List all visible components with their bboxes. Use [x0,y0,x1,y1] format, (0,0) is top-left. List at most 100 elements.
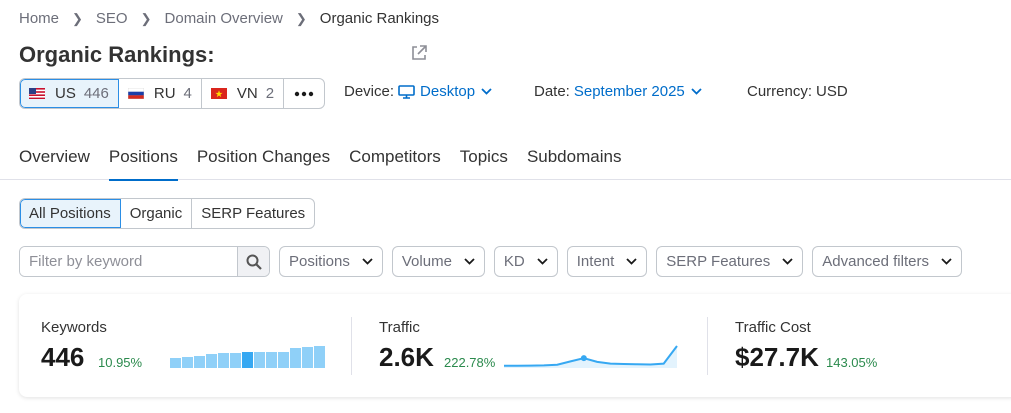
database-code: US [55,85,76,102]
chevron-down-icon [362,258,373,265]
kd-filter[interactable]: KD [493,246,558,277]
chevron-right-icon: ❯ [72,10,83,26]
keyword-search [19,246,270,277]
kpi-value: $27.7K [735,342,819,372]
date-label: Date: [534,83,570,100]
kpi-label: Keywords [41,319,107,336]
breadcrumb-domain-overview[interactable]: Domain Overview [164,10,283,27]
kpi-delta: 10.95% [98,355,143,370]
keywords-trend-bar [266,352,277,368]
summary-card: Keywords 446 10.95% Traffic 2.6K 222.78%… [19,294,1011,397]
us-flag-icon [29,88,45,99]
keywords-trend-bar [182,357,193,368]
keywords-trend-bars [170,346,326,368]
keyword-filter-input[interactable] [20,247,237,276]
currency-info: Currency: USD [747,83,848,100]
tab-positions[interactable]: Positions [108,140,178,181]
traffic-trend-point [580,355,587,362]
chevron-down-icon [782,258,793,265]
device-dropdown[interactable]: Desktop [398,83,492,100]
currency-value: USD [816,83,848,100]
serp-features-button[interactable]: SERP Features [201,205,306,222]
kpi-value: 446 [41,342,85,372]
kpi-delta: 143.05% [826,355,878,370]
kpi-label: Traffic [379,319,420,336]
breadcrumb-current: Organic Rankings [319,10,440,27]
serp-features-filter[interactable]: SERP Features [656,246,804,277]
positions-filter[interactable]: Positions [279,246,383,277]
chevron-down-icon [537,258,548,265]
keywords-trend-bar [278,352,289,368]
filter-label: Positions [289,253,350,270]
database-ru[interactable]: RU 4 [119,79,202,108]
tab-competitors[interactable]: Competitors [349,147,441,166]
database-code: VN [236,85,258,102]
filter-label: KD [503,253,525,270]
database-vn[interactable]: VN 2 [202,79,285,108]
keywords-trend-bar [242,352,253,368]
keywords-trend-bar [254,352,265,368]
date-value: September 2025 [573,83,685,100]
tab-subdomains[interactable]: Subdomains [526,147,622,166]
chevron-down-icon [941,258,952,265]
filter-label: Volume [401,253,452,270]
advanced-filters[interactable]: Advanced filters [812,246,962,277]
intent-filter[interactable]: Intent [566,246,648,277]
chevron-down-icon [481,88,492,95]
kpi-delta: 222.78% [444,355,496,370]
search-button[interactable] [237,247,269,276]
traffic-trend-sparkline [504,345,678,368]
kpi-value: 2.6K [379,342,434,372]
organic-button[interactable]: Organic [121,199,193,228]
device-label: Device: [344,83,395,100]
chevron-right-icon: ❯ [295,10,307,26]
keywords-trend-bar [230,353,241,368]
more-dots-icon [294,91,314,96]
ru-flag-icon [127,88,144,99]
divider [351,317,352,375]
vn-flag-icon [210,88,227,99]
filter-label: Advanced filters [822,253,929,270]
database-code: RU [153,85,176,102]
date-dropdown[interactable]: September 2025 [574,83,702,100]
device-selector: Device: Desktop [344,83,492,100]
keywords-trend-bar [194,356,205,368]
chevron-down-icon [626,258,637,265]
keywords-trend-bar [170,358,181,368]
keywords-trend-bar [290,348,301,368]
divider [707,317,708,375]
chevron-right-icon: ❯ [140,10,152,26]
breadcrumb-home[interactable]: Home [19,10,60,27]
breadcrumb: Home ❯ SEO ❯ Domain Overview ❯ Organic R… [19,10,439,27]
currency-label: Currency: [747,83,813,100]
tab-overview[interactable]: Overview [19,147,90,166]
filter-label: SERP Features [666,253,771,270]
database-count: 2 [265,85,275,102]
database-count: 446 [83,85,109,102]
all-positions-button[interactable]: All Positions [20,199,121,228]
filter-bar: Positions Volume KD Intent SERP Features… [19,246,962,277]
tab-position-changes[interactable]: Position Changes [196,147,331,166]
device-value: Desktop [420,83,476,100]
filter-label: Intent [576,253,615,270]
kpi-label: Traffic Cost [735,319,811,336]
chevron-down-icon [691,88,702,95]
external-link-icon[interactable] [410,44,428,62]
keywords-trend-bar [302,347,313,368]
keywords-trend-bar [314,346,325,368]
position-type-toggle: All Positions Organic SERP Features [19,198,316,229]
report-tabs: Overview Positions Position Changes Comp… [0,140,1011,181]
more-databases-button[interactable] [284,79,324,108]
database-selector: US 446 RU 4 VN 2 [19,78,326,109]
date-selector: Date: September 2025 [534,83,702,100]
page-title: Organic Rankings: [19,42,215,67]
database-count: 4 [183,85,192,102]
volume-filter[interactable]: Volume [391,246,485,277]
keywords-trend-bar [206,354,217,368]
traffic-trend-line [504,345,678,367]
breadcrumb-seo[interactable]: SEO [95,10,128,27]
database-us[interactable]: US 446 [20,79,119,108]
tab-topics[interactable]: Topics [459,147,508,166]
keywords-trend-bar [218,353,229,368]
chevron-down-icon [464,258,475,265]
